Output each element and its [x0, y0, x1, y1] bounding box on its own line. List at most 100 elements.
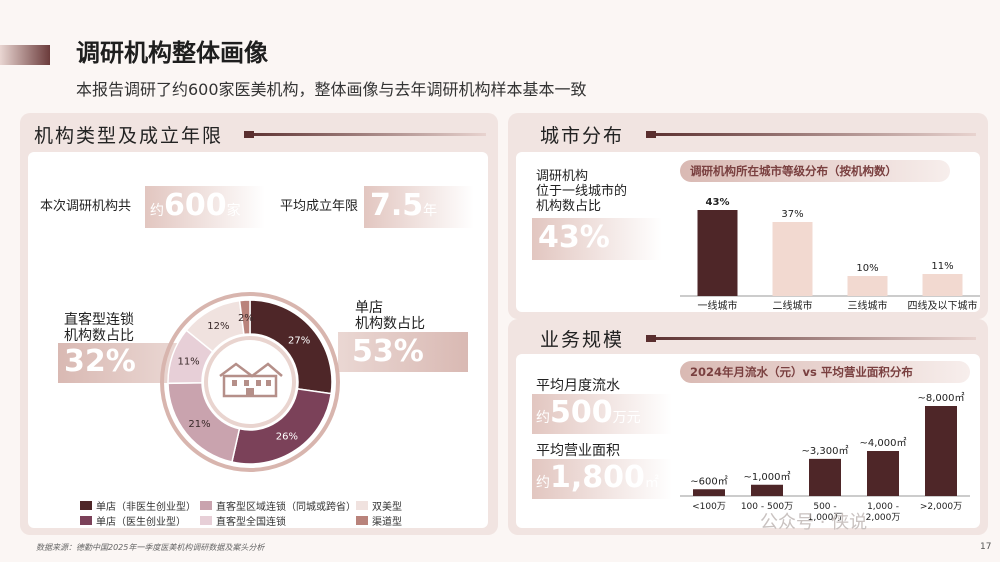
legend-item-4: 直客型全国连锁 — [200, 513, 286, 528]
city-title-line — [646, 131, 976, 138]
bar-value-label-0: ~600㎡ — [690, 475, 727, 487]
legend-swatch-4 — [200, 516, 212, 525]
single-label-line1: 单店 — [355, 300, 383, 316]
bar-4 — [925, 406, 957, 496]
bar-value-label-3: ~4,000㎡ — [859, 437, 906, 449]
bar-value-label-0: 43% — [706, 197, 730, 208]
avg-area-value: 约1,800㎡ — [536, 460, 659, 495]
legend-item-3: 单店（医生创业型） — [80, 513, 186, 528]
monthly-flow-box — [532, 394, 672, 434]
avg-years-number: 7.5 — [370, 188, 424, 223]
legend-swatch-2 — [356, 501, 368, 510]
page-title: 调研机构整体画像 — [76, 39, 268, 67]
bar-1 — [751, 484, 783, 496]
total-count-unit: 家 — [226, 203, 241, 219]
avg-years-value: 7.5年 — [370, 188, 437, 223]
legend-item-0: 单店（非医生创业型） — [80, 498, 196, 513]
monthly-flow-number: 500 — [550, 395, 613, 430]
avg-years-unit: 年 — [423, 203, 438, 219]
legend-label-0: 单店（非医生创业型） — [96, 502, 196, 513]
avg-area-unit: ㎡ — [644, 475, 659, 491]
single-pct-box — [338, 332, 468, 372]
city-desc-line1: 调研机构 — [536, 169, 589, 184]
bar-3 — [867, 451, 899, 496]
monthly-flow-value: 约500万元 — [536, 395, 641, 430]
donut-hole — [202, 334, 298, 430]
building-icon — [219, 362, 283, 398]
city-pct-box — [532, 218, 662, 260]
avg-area-pre: 约 — [536, 475, 550, 491]
legend-label-4: 直客型全国连锁 — [216, 517, 286, 528]
total-count-value: 约600家 — [150, 188, 241, 223]
chain-label-line1: 直客型连锁 — [64, 312, 134, 328]
donut-segment-label-0: 27% — [288, 335, 310, 346]
bar-1 — [772, 222, 813, 296]
bar-value-label-3: 11% — [931, 261, 953, 272]
bar-category-label-1: 100 - 500万 — [741, 502, 793, 512]
bar-category-label-0: 一线城市 — [698, 299, 738, 312]
single-label-line2: 机构数占比 — [355, 316, 425, 332]
page-subtitle: 本报告调研了约600家医美机构，整体画像与去年调研机构样本基本一致 — [76, 80, 587, 99]
avg-years-box — [364, 186, 474, 228]
bar-category-label-2: 三线城市 — [848, 299, 888, 312]
bar-value-label-1: ~1,000㎡ — [743, 471, 790, 483]
donut-segment-label-4: 12% — [207, 321, 229, 332]
legend-label-3: 单店（医生创业型） — [96, 517, 186, 528]
avg-area-number: 1,800 — [550, 460, 645, 495]
chain-pct: 32% — [64, 344, 136, 379]
bar-2 — [809, 458, 841, 496]
bar-0 — [693, 489, 725, 496]
city-desc-line2: 位于一线城市的 — [536, 184, 628, 199]
legend-swatch-5 — [356, 516, 368, 525]
legend-swatch-1 — [200, 501, 212, 510]
legend-label-5: 渠道型 — [372, 517, 402, 528]
chain-pct-box — [58, 343, 178, 383]
legend-swatch-0 — [80, 501, 92, 510]
page-number: 17 — [980, 542, 992, 552]
single-pct: 53% — [352, 334, 424, 369]
business-chart-title: 2024年月流水（元）vs 平均营业面积分布 — [680, 361, 970, 383]
city-pct: 43% — [538, 220, 610, 255]
bar-category-label-1: 二线城市 — [773, 299, 813, 312]
monthly-flow-unit: 万元 — [612, 410, 641, 426]
legend-swatch-3 — [80, 516, 92, 525]
donut-segment-label-2: 21% — [188, 419, 210, 430]
bar-value-label-2: 10% — [856, 263, 878, 274]
total-count-number: 600 — [164, 188, 227, 223]
business-panel-title: 业务规模 — [540, 329, 625, 351]
institution-type-title-line — [244, 131, 486, 138]
bar-3 — [922, 274, 963, 296]
legend-item-1: 直客型区域连锁（同城或跨省） — [200, 498, 356, 513]
bar-2 — [847, 276, 888, 296]
city-desc-line3: 机构数占比 — [536, 199, 602, 214]
watermark: 公众号 · 侠说 — [760, 512, 868, 533]
bar-category-label-4: >2,000万 — [920, 502, 962, 512]
total-count-label: 本次调研机构共 — [40, 199, 132, 214]
monthly-flow-label: 平均月度流水 — [536, 378, 620, 394]
total-count-box — [145, 186, 265, 228]
avg-area-box — [532, 459, 672, 499]
total-count-pre: 约 — [150, 203, 164, 219]
business-bar-chart: ~600㎡ <100万 ~1,000㎡ 100 - 500万 ~3,300㎡ 500 -1… — [680, 392, 970, 523]
bar-category-label-3: 四线及以下城市 — [908, 299, 978, 312]
source-note: 数据来源：德勤中国2025年一季度医美机构调研数据及案头分析 — [36, 543, 265, 552]
city-chart-title: 调研机构所在城市等级分布（按机构数） — [680, 160, 950, 182]
bar-category-label-2: 500 -1,000万 — [808, 502, 843, 523]
monthly-flow-pre: 约 — [536, 410, 550, 426]
institution-type-donut: 27% 26% 21% 11% 12% 2% — [160, 292, 340, 472]
avg-area-label: 平均营业面积 — [536, 443, 620, 459]
bar-value-label-1: 37% — [781, 209, 803, 220]
legend-item-2: 双美型 — [356, 498, 402, 513]
bar-category-label-0: <100万 — [692, 502, 726, 512]
corner-accent-bar — [0, 45, 50, 65]
bar-value-label-2: ~3,300㎡ — [801, 445, 848, 457]
bar-category-label-3: 1,000 -2,000万 — [866, 502, 901, 523]
city-bar-chart: 43% 一线城市 37% 二线城市 10% 三线城市 11% 四线及以下城市 — [680, 197, 980, 312]
donut-segment-label-3: 11% — [177, 357, 199, 368]
chain-label-line2: 机构数占比 — [64, 328, 134, 344]
donut-inner-ring — [204, 336, 296, 428]
donut-segment-label-5: 2% — [238, 313, 254, 324]
legend-item-5: 渠道型 — [356, 513, 402, 528]
bar-value-label-4: ~8,000㎡ — [917, 392, 964, 404]
